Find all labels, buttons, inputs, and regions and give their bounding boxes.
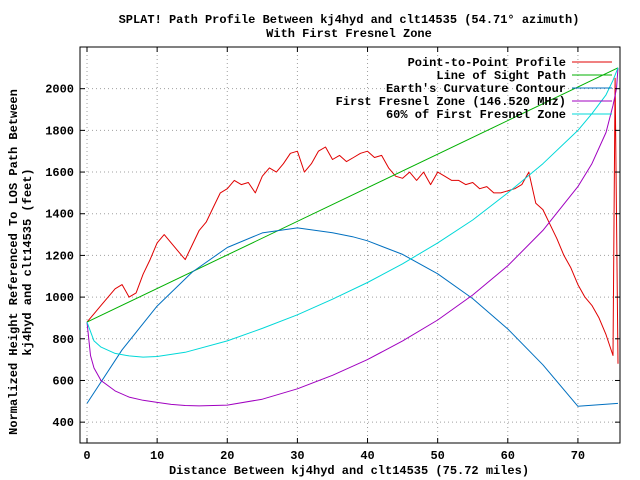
y-tick-label: 1800 <box>45 124 74 138</box>
y-tick-label: 400 <box>52 416 74 430</box>
y-axis-label-line-1: Normalized Height Referenced To LOS Path… <box>7 89 21 435</box>
y-tick-label: 800 <box>52 333 74 347</box>
legend-label-line-of-sight-path: Line of Sight Path <box>436 69 566 83</box>
series-line-point-to-point-profile <box>86 77 619 364</box>
legend-label-point-to-point-profile: Point-to-Point Profile <box>408 56 566 70</box>
series-line-60-of-first-fresnel-zone <box>86 67 619 358</box>
series-line-earth-s-curvature-contour <box>86 227 619 407</box>
x-tick-label: 60 <box>501 449 515 463</box>
y-tick-label: 1200 <box>45 249 74 263</box>
series-line-line-of-sight-path <box>86 67 619 323</box>
x-tick-label: 30 <box>290 449 304 463</box>
legend-label-first-fresnel-zone-146-520-mhz: First Fresnel Zone (146.520 MHz) <box>336 95 566 109</box>
chart-title-line-2: With First Fresnel Zone <box>266 27 432 41</box>
y-tick-label: 2000 <box>45 83 74 97</box>
legend-label-60-of-first-fresnel-zone: 60% of First Fresnel Zone <box>386 108 566 122</box>
legend-label-earth-s-curvature-contour: Earth's Curvature Contour <box>386 82 566 96</box>
chart-title-line-1: SPLAT! Path Profile Between kj4hyd and c… <box>119 13 580 27</box>
x-tick-label: 40 <box>360 449 374 463</box>
x-tick-label: 10 <box>150 449 164 463</box>
series-group <box>86 67 619 407</box>
x-tick-label: 50 <box>430 449 444 463</box>
y-axis-label-line-2: kj4hyd and clt14535 (feet) <box>21 168 35 355</box>
series-line-first-fresnel-zone-146-520-mhz <box>86 67 619 407</box>
plot-frame <box>79 46 621 444</box>
x-tick-label: 0 <box>83 449 90 463</box>
y-tick-label: 600 <box>52 374 74 388</box>
x-tick-label: 70 <box>571 449 585 463</box>
x-axis-label: Distance Between kj4hyd and clt14535 (75… <box>169 464 529 478</box>
axes: 0 10 20 30 40 50 60 70 400 600 800 1000 1200 1400 1600… <box>45 46 621 463</box>
y-tick-label: 1000 <box>45 291 74 305</box>
x-tick-label: 20 <box>220 449 234 463</box>
y-tick-label: 1400 <box>45 208 74 222</box>
y-tick-label: 1600 <box>45 166 74 180</box>
